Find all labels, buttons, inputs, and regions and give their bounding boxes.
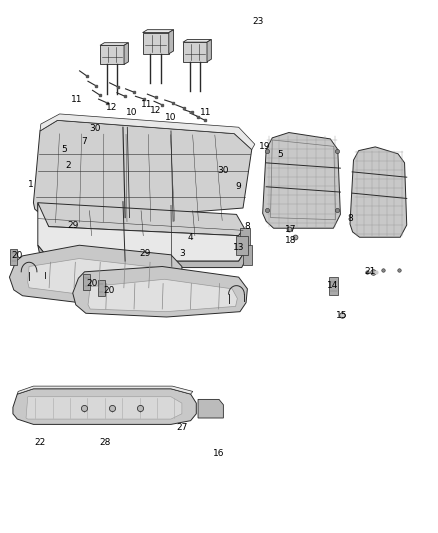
Polygon shape bbox=[143, 30, 173, 33]
Polygon shape bbox=[10, 245, 182, 303]
Polygon shape bbox=[98, 280, 105, 296]
Text: 21: 21 bbox=[364, 268, 375, 276]
Text: 17: 17 bbox=[285, 225, 297, 234]
Text: 10: 10 bbox=[126, 108, 138, 117]
Text: 29: 29 bbox=[67, 221, 78, 230]
Text: 23: 23 bbox=[253, 18, 264, 27]
Polygon shape bbox=[83, 274, 90, 290]
Text: 22: 22 bbox=[34, 439, 46, 448]
Polygon shape bbox=[236, 236, 248, 255]
Text: 14: 14 bbox=[327, 280, 338, 289]
Polygon shape bbox=[124, 43, 128, 64]
Polygon shape bbox=[350, 147, 407, 237]
Text: 7: 7 bbox=[81, 137, 87, 146]
Polygon shape bbox=[143, 33, 169, 54]
Text: 8: 8 bbox=[244, 222, 250, 231]
Text: 11: 11 bbox=[200, 108, 212, 117]
Polygon shape bbox=[38, 203, 249, 261]
Polygon shape bbox=[17, 386, 193, 394]
Text: 28: 28 bbox=[99, 439, 110, 448]
Text: 13: 13 bbox=[233, 244, 244, 253]
Polygon shape bbox=[11, 249, 17, 265]
Polygon shape bbox=[328, 277, 338, 295]
Text: 10: 10 bbox=[165, 113, 177, 122]
Text: 1: 1 bbox=[28, 180, 34, 189]
Text: 2: 2 bbox=[66, 161, 71, 170]
Polygon shape bbox=[73, 266, 247, 317]
Text: 12: 12 bbox=[106, 102, 118, 111]
Text: 5: 5 bbox=[277, 150, 283, 159]
Polygon shape bbox=[88, 279, 237, 312]
Text: 16: 16 bbox=[213, 449, 225, 458]
Polygon shape bbox=[40, 114, 255, 150]
Polygon shape bbox=[169, 30, 173, 54]
Text: 11: 11 bbox=[71, 94, 83, 103]
Polygon shape bbox=[38, 245, 251, 268]
Polygon shape bbox=[26, 397, 182, 419]
Polygon shape bbox=[243, 245, 252, 265]
Text: 20: 20 bbox=[11, 252, 23, 260]
Text: 8: 8 bbox=[347, 214, 353, 223]
Text: 29: 29 bbox=[139, 249, 151, 259]
Polygon shape bbox=[28, 259, 170, 294]
Text: 15: 15 bbox=[336, 311, 347, 320]
Text: 30: 30 bbox=[218, 166, 229, 175]
Polygon shape bbox=[38, 203, 244, 236]
Text: 5: 5 bbox=[61, 145, 67, 154]
Text: 9: 9 bbox=[236, 182, 241, 191]
Text: 20: 20 bbox=[103, 286, 115, 295]
Text: 3: 3 bbox=[179, 249, 185, 258]
Polygon shape bbox=[13, 389, 196, 424]
Polygon shape bbox=[100, 45, 124, 64]
Text: 18: 18 bbox=[285, 237, 297, 246]
Polygon shape bbox=[100, 43, 128, 45]
Text: 12: 12 bbox=[150, 106, 161, 115]
Text: 4: 4 bbox=[188, 233, 194, 242]
Text: 27: 27 bbox=[176, 423, 187, 432]
Polygon shape bbox=[33, 120, 252, 223]
Text: 30: 30 bbox=[89, 124, 100, 133]
Polygon shape bbox=[198, 399, 223, 418]
Text: 20: 20 bbox=[87, 279, 98, 288]
Polygon shape bbox=[240, 228, 250, 248]
Polygon shape bbox=[183, 39, 212, 42]
Text: 11: 11 bbox=[141, 100, 153, 109]
Text: 19: 19 bbox=[259, 142, 271, 151]
Polygon shape bbox=[263, 133, 340, 228]
Polygon shape bbox=[207, 39, 212, 62]
Polygon shape bbox=[183, 42, 207, 62]
